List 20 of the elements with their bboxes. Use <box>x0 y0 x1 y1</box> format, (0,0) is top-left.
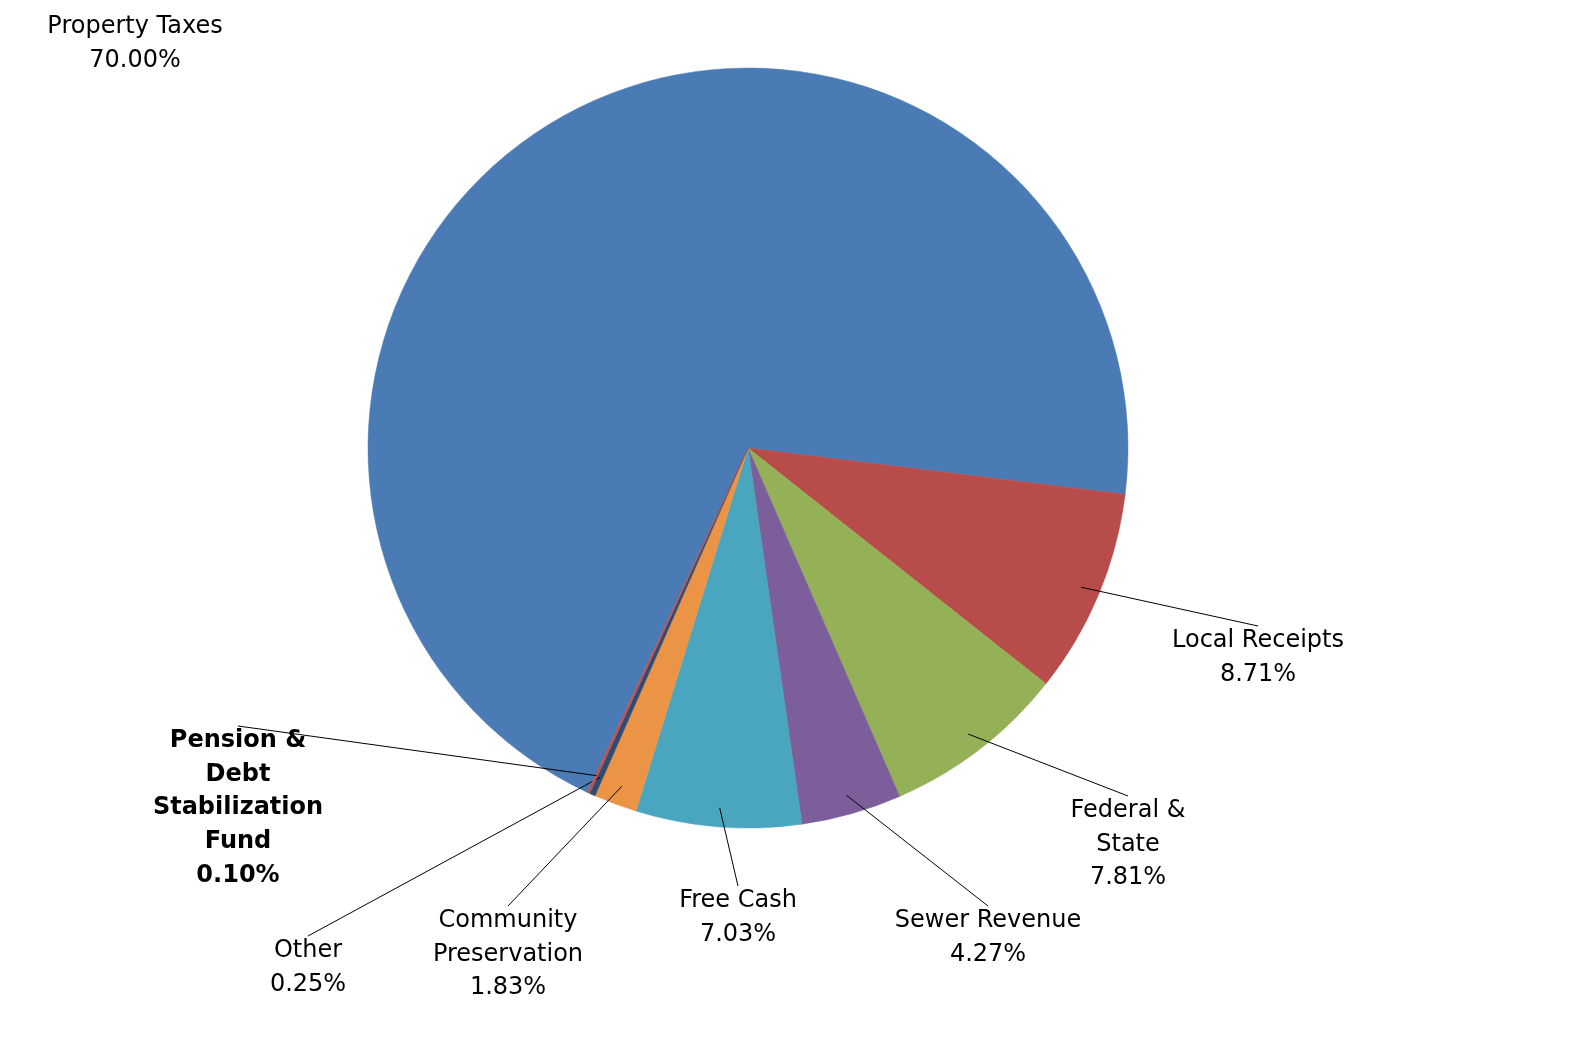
slice-label: Local Receipts <box>1172 625 1344 654</box>
slice-label: Other <box>273 935 343 964</box>
data-label: 4.27% <box>949 938 1027 967</box>
slice-label: Property Taxes <box>47 11 223 40</box>
pie-slice <box>635 447 803 829</box>
data-label: 1.83% <box>469 972 547 1001</box>
data-label: 70.00% <box>89 44 181 73</box>
data-label: 8.71% <box>1219 658 1297 687</box>
data-label: 7.03% <box>699 918 777 947</box>
data-label: 0.10% <box>196 859 280 888</box>
pie-slice <box>367 67 1129 793</box>
data-label: 7.81% <box>1089 862 1167 891</box>
slice-label: Federal & State <box>1070 795 1186 857</box>
pie-slice <box>747 447 1047 797</box>
slice-label: Sewer Revenue <box>894 905 1082 934</box>
data-label: 0.25% <box>269 968 347 997</box>
slice-label: Community Preservation <box>432 905 584 967</box>
slice-label: Free Cash <box>679 885 797 914</box>
slice-label: Pension & Debt Stabilization Fund <box>152 725 324 854</box>
pie-slice <box>747 447 900 825</box>
